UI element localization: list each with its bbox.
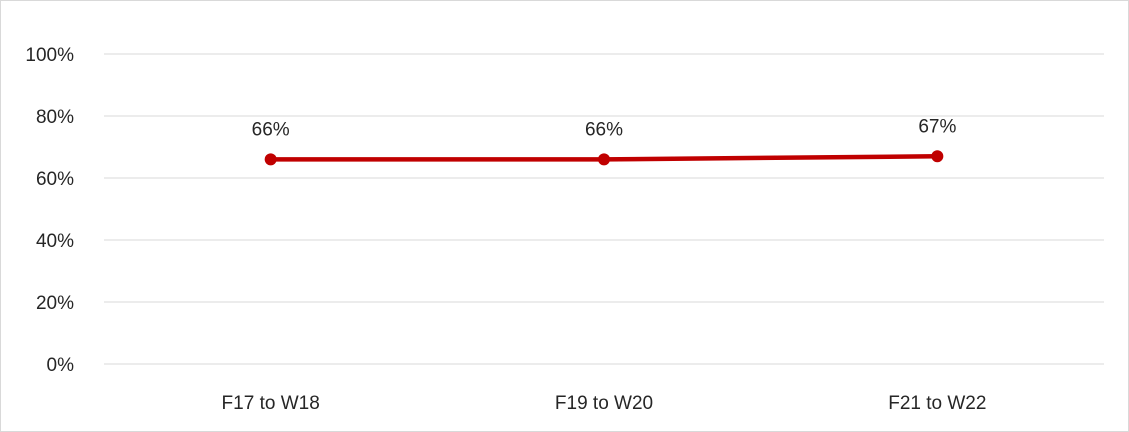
y-tick-label: 80% (36, 107, 74, 128)
data-labels: 66% 66% 67% (252, 116, 957, 140)
data-label: 67% (918, 116, 956, 137)
gridlines (104, 53, 1104, 365)
series-points (264, 150, 944, 166)
y-tick-label: 20% (36, 293, 74, 314)
x-tick-label: F19 to W20 (555, 393, 653, 414)
data-label: 66% (252, 119, 290, 140)
data-point (264, 153, 277, 166)
data-point (931, 150, 944, 163)
y-tick-label: 40% (36, 231, 74, 252)
x-tick-label: F21 to W22 (888, 393, 986, 414)
y-tick-label: 100% (25, 45, 74, 66)
x-tick-label: F17 to W18 (222, 393, 320, 414)
y-tick-label: 0% (47, 355, 75, 376)
data-label: 66% (585, 119, 623, 140)
y-axis-tick-labels: 0% 20% 40% 60% 80% 100% (25, 45, 74, 376)
data-point (598, 153, 610, 166)
y-tick-label: 60% (36, 169, 74, 190)
x-axis-tick-labels: F17 to W18 F19 to W20 F21 to W22 (222, 393, 987, 414)
